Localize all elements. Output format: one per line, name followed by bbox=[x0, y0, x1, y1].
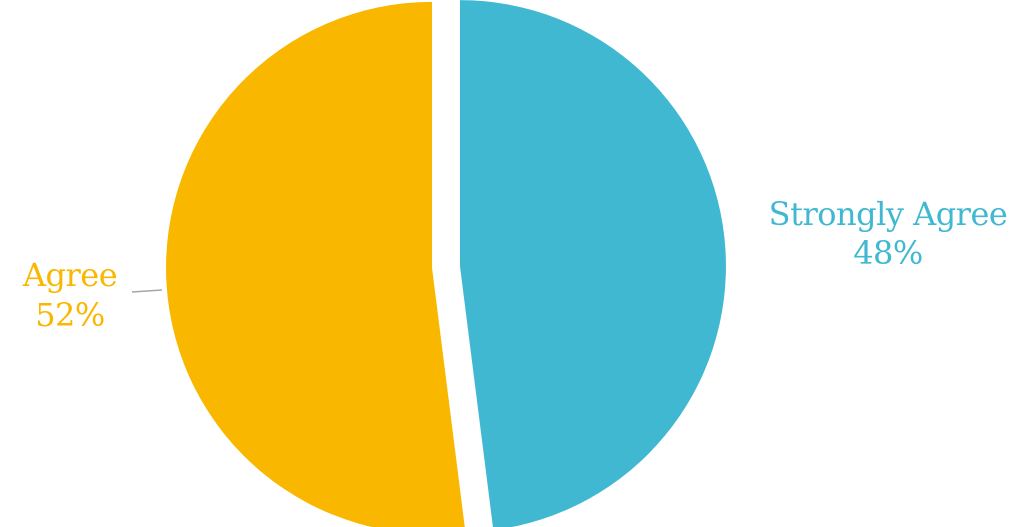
pie-slice-agree bbox=[166, 1, 465, 527]
slice-label-name: Strongly Agree bbox=[769, 195, 1008, 233]
pie-slices bbox=[166, 0, 726, 527]
leader-lines bbox=[131, 289, 163, 293]
pie-slice-strongly-agree bbox=[459, 0, 726, 527]
slice-label-percent: 48% bbox=[853, 234, 923, 272]
slice-label-percent: 52% bbox=[35, 296, 105, 334]
slice-label-name: Agree bbox=[22, 256, 117, 294]
leader-line bbox=[131, 289, 163, 293]
